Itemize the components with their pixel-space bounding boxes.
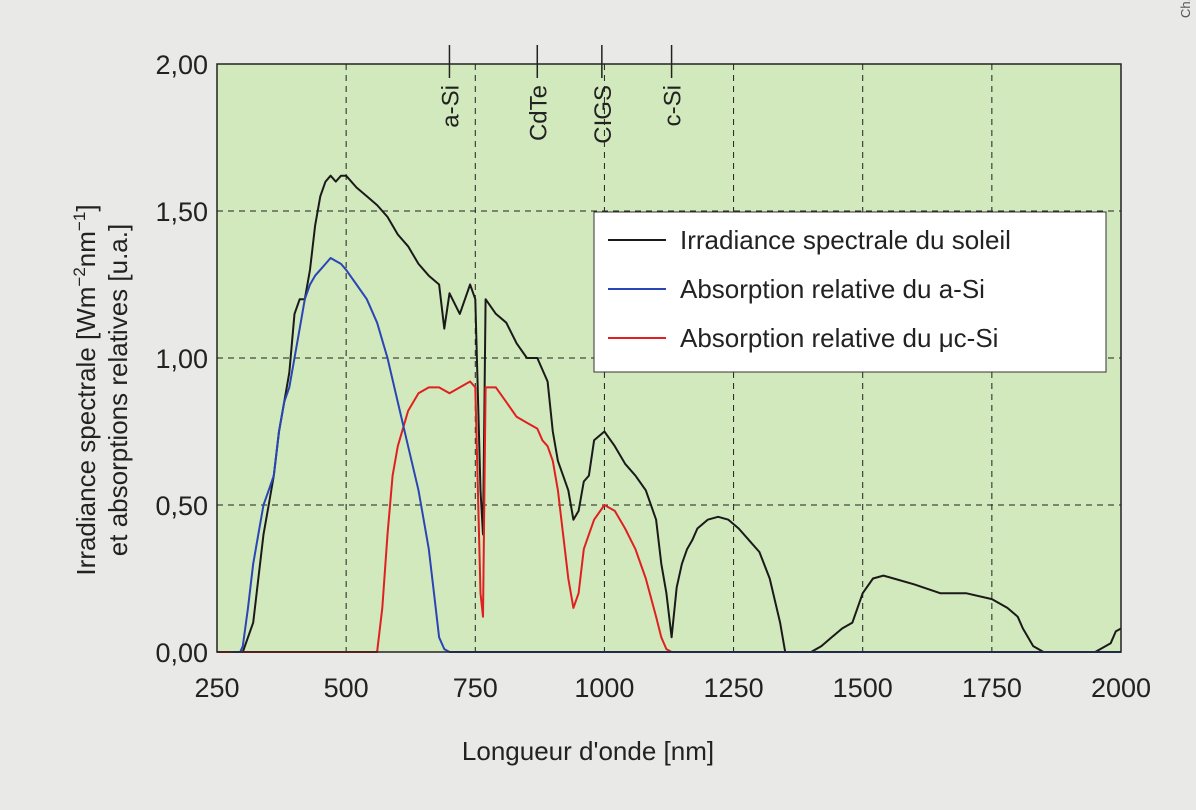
technology-marker-labels: a-Si CdTe CIGS c-Si xyxy=(437,85,686,144)
y-axis-label-part1: Irradiance spectrale [Wm xyxy=(71,287,101,576)
y-axis-label-part2: nm xyxy=(71,231,101,267)
y-axis-label-part3: ] xyxy=(71,204,101,211)
y-tick-label-2: 1,00 xyxy=(155,344,208,374)
legend-entry-0: Irradiance spectrale du soleil xyxy=(608,225,1011,255)
marker-label-1: CdTe xyxy=(525,85,552,141)
y-tick-label-4: 2,00 xyxy=(155,50,208,80)
y-axis-label-sup2: −1 xyxy=(70,212,89,231)
marker-label-2: CIGS xyxy=(590,85,617,144)
svg-text:Irradiance spectrale [Wm−2nm−1: Irradiance spectrale [Wm−2nm−1] xyxy=(70,204,101,575)
legend-label-uc-si: Absorption relative du μc-Si xyxy=(680,323,998,353)
x-axis-ticks: 250 500 750 1000 1250 1500 1750 2000 xyxy=(194,673,1151,703)
technology-marker-ticks xyxy=(448,45,673,78)
x-tick-label-6: 1750 xyxy=(962,673,1022,703)
legend-label-a-si: Absorption relative du a-Si xyxy=(680,274,985,304)
plot-border xyxy=(216,63,1122,653)
x-tick-label-5: 1500 xyxy=(833,673,893,703)
y-axis-label-sup1: −2 xyxy=(70,267,89,286)
legend-box xyxy=(593,211,1107,373)
legend-entry-1: Absorption relative du a-Si xyxy=(608,274,985,304)
x-tick-label-4: 1250 xyxy=(704,673,764,703)
y-axis-ticks: 0,00 0,50 1,00 1,50 2,00 xyxy=(155,50,208,668)
x-tick-label-0: 250 xyxy=(194,673,239,703)
series-line-0 xyxy=(232,174,1122,653)
x-tick-label-7: 2000 xyxy=(1091,673,1151,703)
x-tick-label-2: 750 xyxy=(453,673,498,703)
x-tick-label-1: 500 xyxy=(324,673,369,703)
y-tick-label-3: 1,50 xyxy=(155,197,208,227)
y-axis-label-line2: et absorptions relatives [u.a.] xyxy=(103,224,133,556)
y-tick-label-1: 0,50 xyxy=(155,491,208,521)
legend-label-irradiance: Irradiance spectrale du soleil xyxy=(680,225,1011,255)
y-axis-label: Irradiance spectrale [Wm−2nm−1] et absor… xyxy=(70,204,133,575)
x-tick-label-3: 1000 xyxy=(574,673,634,703)
x-axis-label: Longueur d'onde [nm] xyxy=(462,736,714,766)
marker-label-0: a-Si xyxy=(437,85,464,128)
legend: Irradiance spectrale du soleil Absorptio… xyxy=(593,211,1107,373)
legend-entry-2: Absorption relative du μc-Si xyxy=(608,323,998,353)
marker-label-3: c-Si xyxy=(660,85,687,126)
y-tick-label-0: 0,00 xyxy=(155,638,208,668)
